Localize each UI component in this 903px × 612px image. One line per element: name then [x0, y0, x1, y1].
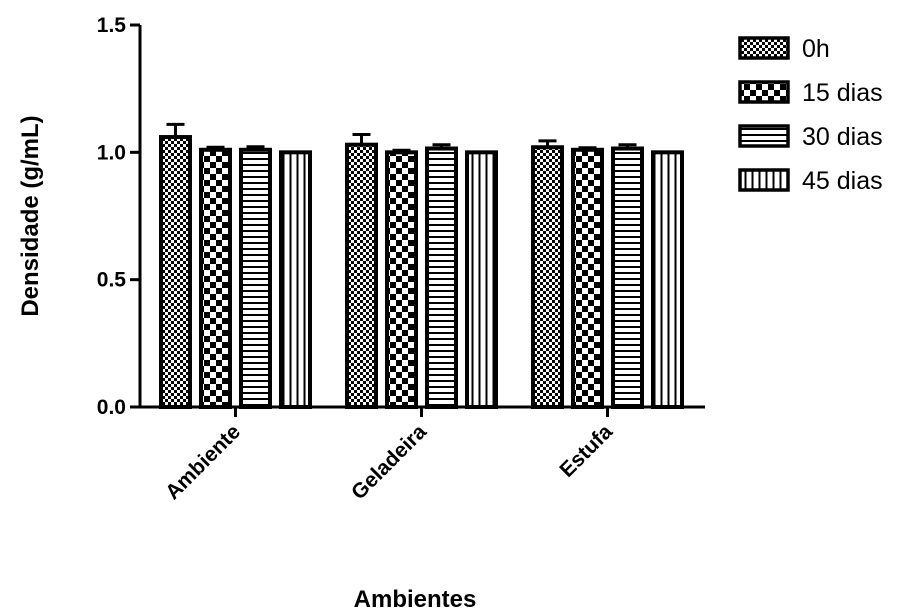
legend-label: 45 dias — [802, 167, 883, 195]
legend-item: 0h — [738, 35, 830, 63]
x-tick-label: Geladeira — [347, 420, 431, 504]
bar — [465, 150, 498, 409]
bar — [159, 135, 192, 409]
legend-swatch — [738, 36, 790, 60]
legend: 0h 15 dias 30 dias 45 dias — [738, 35, 883, 195]
y-tick-label: 1.5 — [97, 14, 127, 37]
bar — [425, 146, 458, 409]
bars — [159, 122, 684, 410]
bar — [199, 147, 232, 410]
bar — [571, 147, 604, 410]
y-tick-label: 1.0 — [97, 141, 126, 164]
legend-swatch — [738, 80, 790, 104]
bar — [531, 145, 564, 410]
legend-label: 30 dias — [802, 123, 883, 151]
legend-item: 45 dias — [738, 167, 883, 195]
axes — [130, 23, 705, 417]
y-tick-label: 0.5 — [97, 269, 127, 292]
legend-item: 30 dias — [738, 123, 883, 151]
y-tick-labels: 0.0 0.5 1.0 1.5 — [97, 14, 127, 419]
legend-label: 15 dias — [802, 79, 883, 107]
legend-swatch — [738, 124, 790, 148]
legend-item: 15 dias — [738, 79, 883, 107]
x-tick-label: Estufa — [555, 420, 617, 482]
bar — [611, 146, 644, 409]
legend-swatch — [738, 168, 790, 192]
x-axis-title: Ambientes — [354, 586, 477, 612]
bar — [651, 150, 684, 409]
bar — [239, 147, 272, 410]
bar — [385, 150, 418, 409]
y-axis-title: Densidade (g/mL) — [17, 115, 44, 316]
y-tick-label: 0.0 — [97, 396, 126, 419]
legend-label: 0h — [802, 35, 830, 63]
category-labels: Ambiente Geladeira Estufa — [161, 420, 617, 504]
x-tick-label: Ambiente — [161, 420, 245, 504]
bar — [345, 142, 378, 409]
bar — [279, 150, 312, 409]
